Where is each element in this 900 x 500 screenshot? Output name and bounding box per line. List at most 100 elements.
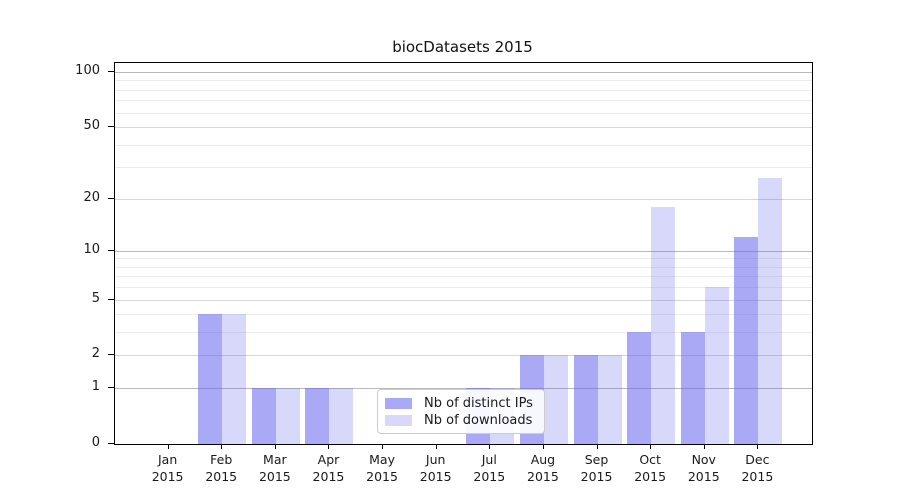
y-tick-mark-5 bbox=[108, 298, 114, 300]
bar-downloads-nov bbox=[704, 287, 729, 444]
minor-gridline bbox=[115, 276, 812, 278]
x-tick-label-feb: Feb 2015 bbox=[191, 451, 251, 485]
year-label: 2015 bbox=[473, 469, 506, 484]
x-tick-label-may: May 2015 bbox=[352, 451, 412, 485]
legend-item-downloads: Nb of downloads bbox=[385, 412, 544, 429]
x-tick-mark-dec bbox=[757, 444, 759, 449]
y-tick-label-2: 2 bbox=[91, 346, 100, 362]
month-label: Jan bbox=[157, 452, 178, 467]
bar-downloads-sep bbox=[597, 355, 622, 444]
legend-item-distinct-ips: Nb of distinct IPs bbox=[385, 395, 544, 412]
year-label: 2015 bbox=[580, 469, 613, 484]
x-tick-mark-apr bbox=[328, 444, 330, 449]
year-label: 2015 bbox=[258, 469, 291, 484]
year-label: 2015 bbox=[312, 469, 345, 484]
bar-downloads-mar bbox=[275, 388, 300, 444]
minor-gridline bbox=[115, 314, 812, 316]
y-tick-mark-2 bbox=[108, 354, 114, 356]
bar-distinct-ips-nov bbox=[680, 332, 705, 444]
y-tick-label-100: 100 bbox=[75, 63, 100, 78]
minor-gridline bbox=[115, 100, 812, 102]
x-tick-mark-mar bbox=[274, 444, 276, 449]
gridline-y-50 bbox=[115, 127, 812, 129]
minor-gridline bbox=[115, 89, 812, 91]
minor-gridline bbox=[115, 167, 812, 169]
x-tick-label-aug: Aug 2015 bbox=[513, 451, 573, 485]
month-label: May bbox=[369, 452, 395, 467]
year-label: 2015 bbox=[151, 469, 184, 484]
downloads-swatch bbox=[385, 415, 412, 426]
y-tick-label-5: 5 bbox=[91, 290, 100, 306]
month-label: Jul bbox=[481, 452, 497, 467]
y-tick-mark-20 bbox=[108, 197, 114, 199]
minor-gridline bbox=[115, 287, 812, 289]
year-label: 2015 bbox=[687, 469, 720, 484]
x-tick-mark-jun bbox=[435, 444, 437, 449]
month-label: Jun bbox=[425, 452, 446, 467]
minor-gridline bbox=[115, 332, 812, 334]
month-label: Oct bbox=[639, 452, 661, 467]
month-label: Dec bbox=[745, 452, 770, 467]
y-tick-mark-100 bbox=[108, 71, 114, 72]
bar-downloads-aug bbox=[543, 355, 568, 444]
y-tick-label-20: 20 bbox=[83, 189, 100, 205]
month-label: Nov bbox=[691, 452, 716, 467]
bar-distinct-ips-sep bbox=[573, 355, 598, 444]
y-tick-mark-0 bbox=[108, 443, 114, 444]
gridline-y-1 bbox=[115, 388, 812, 390]
x-tick-mark-feb bbox=[221, 444, 223, 449]
gridline-y-2 bbox=[115, 355, 812, 357]
bar-distinct-ips-dec bbox=[734, 237, 759, 444]
gridline-y-10 bbox=[115, 250, 812, 252]
gridline-y-5 bbox=[115, 299, 812, 301]
y-tick-mark-50 bbox=[108, 126, 114, 128]
legend-label-downloads: Nb of downloads bbox=[424, 413, 533, 428]
year-label: 2015 bbox=[205, 469, 238, 484]
bar-distinct-ips-apr bbox=[305, 388, 330, 444]
x-tick-label-oct: Oct 2015 bbox=[620, 451, 680, 485]
month-label: Sep bbox=[584, 452, 609, 467]
x-tick-label-jan: Jan 2015 bbox=[138, 451, 198, 485]
month-label: Aug bbox=[530, 452, 556, 467]
x-tick-label-jun: Jun 2015 bbox=[406, 451, 466, 485]
year-label: 2015 bbox=[419, 469, 452, 484]
gridline-y-20 bbox=[115, 198, 812, 200]
year-label: 2015 bbox=[366, 469, 398, 484]
x-tick-label-dec: Dec 2015 bbox=[727, 451, 787, 485]
year-label: 2015 bbox=[634, 469, 667, 484]
bar-distinct-ips-oct bbox=[627, 332, 652, 444]
x-tick-label-sep: Sep 2015 bbox=[567, 451, 627, 485]
minor-gridline bbox=[115, 258, 812, 260]
minor-gridline bbox=[115, 144, 812, 146]
year-label: 2015 bbox=[741, 469, 774, 484]
month-label: Apr bbox=[317, 452, 340, 467]
x-tick-label-apr: Apr 2015 bbox=[298, 451, 358, 485]
x-tick-label-nov: Nov 2015 bbox=[674, 451, 734, 485]
minor-gridline bbox=[115, 266, 812, 268]
bar-downloads-feb bbox=[222, 314, 247, 444]
y-tick-mark-1 bbox=[108, 387, 114, 389]
chart-title: biocDatasets 2015 bbox=[392, 38, 533, 56]
bar-distinct-ips-mar bbox=[251, 388, 276, 444]
minor-gridline bbox=[115, 112, 812, 114]
bar-downloads-oct bbox=[651, 206, 676, 444]
x-tick-mark-jan bbox=[167, 444, 169, 449]
minor-gridline bbox=[115, 80, 812, 82]
y-tick-label-1: 1 bbox=[91, 379, 100, 395]
bar-distinct-ips-feb bbox=[198, 314, 223, 444]
y-tick-label-10: 10 bbox=[83, 241, 100, 257]
y-tick-mark-10 bbox=[108, 249, 114, 251]
y-tick-label-50: 50 bbox=[83, 118, 100, 134]
x-tick-label-mar: Mar 2015 bbox=[245, 451, 305, 485]
x-tick-mark-oct bbox=[650, 444, 652, 449]
month-label: Feb bbox=[210, 452, 233, 467]
y-tick-label-0: 0 bbox=[91, 435, 100, 450]
x-tick-mark-aug bbox=[542, 444, 544, 449]
legend-label-distinct-ips: Nb of distinct IPs bbox=[424, 396, 533, 411]
legend: Nb of distinct IPs Nb of downloads bbox=[377, 389, 545, 434]
x-tick-mark-nov bbox=[703, 444, 705, 449]
plot-area bbox=[114, 62, 813, 445]
x-tick-mark-jul bbox=[489, 444, 491, 449]
gridline-y-100 bbox=[115, 72, 812, 73]
